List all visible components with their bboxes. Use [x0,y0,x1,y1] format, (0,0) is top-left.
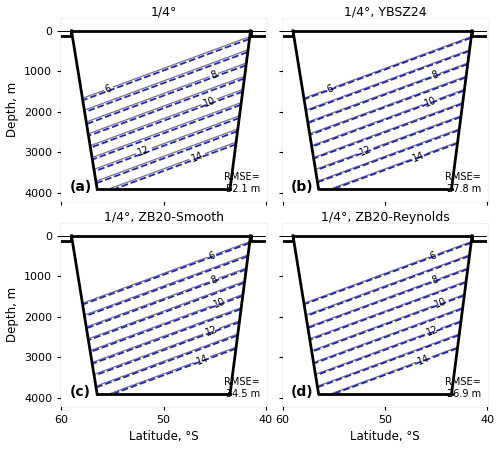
Title: 1/4°, YBSZ24: 1/4°, YBSZ24 [344,5,426,18]
Y-axis label: Depth, m: Depth, m [6,287,18,342]
Title: 1/4°, ZB20-Smooth: 1/4°, ZB20-Smooth [104,211,224,224]
Text: 12: 12 [358,144,373,158]
Text: 12: 12 [204,324,218,338]
Text: (c): (c) [70,385,90,399]
Text: RMSE=
27.8 m: RMSE= 27.8 m [446,172,481,194]
Text: 8: 8 [430,274,440,286]
Text: 14: 14 [411,150,426,163]
Text: RMSE=
34.5 m: RMSE= 34.5 m [224,377,260,399]
Y-axis label: Depth, m: Depth, m [6,82,18,137]
Text: 10: 10 [202,95,216,109]
Text: 6: 6 [326,83,334,94]
Text: RMSE=
52.1 m: RMSE= 52.1 m [224,172,260,194]
Text: 12: 12 [136,144,152,158]
Text: 8: 8 [430,69,440,81]
Text: 14: 14 [190,150,204,163]
X-axis label: Latitude, °S: Latitude, °S [129,431,198,444]
Text: 6: 6 [104,83,113,94]
Text: 10: 10 [434,296,448,310]
Text: 12: 12 [425,324,440,338]
Title: 1/4°, ZB20-Reynolds: 1/4°, ZB20-Reynolds [320,211,450,224]
Title: 1/4°: 1/4° [150,5,177,18]
Text: 10: 10 [423,95,438,109]
Text: (b): (b) [291,180,314,194]
Text: (a): (a) [70,180,92,194]
Text: 6: 6 [428,250,438,261]
Text: (d): (d) [291,385,314,399]
Text: 6: 6 [207,250,216,261]
Text: 8: 8 [209,274,218,286]
Text: 8: 8 [209,69,218,81]
Text: 14: 14 [416,353,432,366]
Text: 10: 10 [212,296,227,310]
X-axis label: Latitude, °S: Latitude, °S [350,431,420,444]
Text: RMSE=
26.9 m: RMSE= 26.9 m [446,377,481,399]
Text: 14: 14 [194,353,210,366]
